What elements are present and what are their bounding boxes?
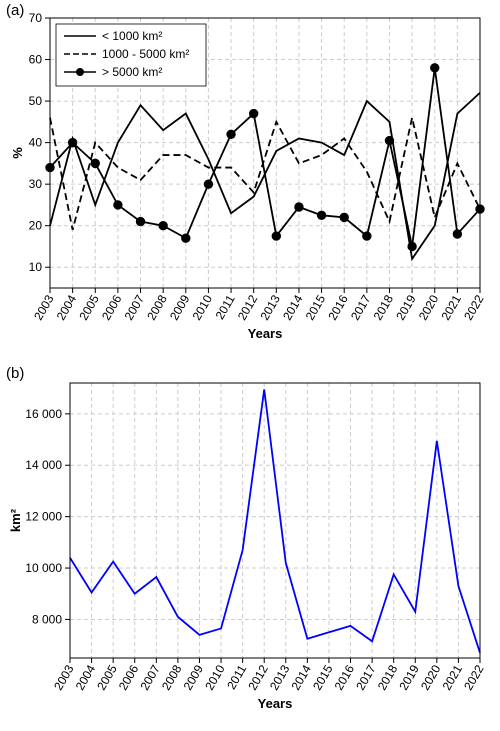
svg-text:2018: 2018 <box>371 292 397 322</box>
svg-text:2003: 2003 <box>31 292 57 322</box>
svg-text:10 000: 10 000 <box>25 561 62 575</box>
svg-text:2013: 2013 <box>267 662 293 692</box>
svg-text:2012: 2012 <box>235 292 261 322</box>
svg-text:2020: 2020 <box>416 292 442 322</box>
svg-text:60: 60 <box>29 53 43 67</box>
svg-text:2018: 2018 <box>375 662 401 692</box>
svg-text:2008: 2008 <box>159 662 185 692</box>
svg-text:Years: Years <box>258 696 293 711</box>
svg-text:14 000: 14 000 <box>25 458 62 472</box>
svg-text:30: 30 <box>29 177 43 191</box>
svg-text:2014: 2014 <box>288 662 314 692</box>
svg-text:2009: 2009 <box>181 662 207 692</box>
svg-text:2017: 2017 <box>348 292 374 322</box>
svg-text:2016: 2016 <box>325 292 351 322</box>
svg-text:20: 20 <box>29 219 43 233</box>
svg-text:2022: 2022 <box>461 662 487 692</box>
svg-text:2021: 2021 <box>438 292 464 322</box>
chart-a: 1020304050607020032004200520062007200820… <box>0 0 500 350</box>
svg-text:2006: 2006 <box>116 662 142 692</box>
chart-b: 8 00010 00012 00014 00016 00020032004200… <box>0 365 500 731</box>
svg-text:km²: km² <box>8 508 23 532</box>
svg-text:2008: 2008 <box>144 292 170 322</box>
svg-text:2007: 2007 <box>122 292 148 322</box>
svg-text:70: 70 <box>29 11 43 25</box>
svg-text:%: % <box>10 147 25 159</box>
svg-text:2011: 2011 <box>213 292 238 322</box>
svg-text:8 000: 8 000 <box>32 612 62 626</box>
svg-text:2014: 2014 <box>280 292 306 322</box>
svg-text:50: 50 <box>29 94 43 108</box>
svg-text:2017: 2017 <box>353 662 379 692</box>
svg-text:2005: 2005 <box>76 292 102 322</box>
svg-text:2010: 2010 <box>202 662 228 692</box>
svg-text:< 1000 km²: < 1000 km² <box>102 29 162 43</box>
svg-text:2012: 2012 <box>245 662 271 692</box>
svg-text:2019: 2019 <box>396 662 422 692</box>
svg-text:2006: 2006 <box>99 292 125 322</box>
svg-text:2010: 2010 <box>190 292 216 322</box>
svg-text:12 000: 12 000 <box>25 510 62 524</box>
svg-text:2015: 2015 <box>303 292 329 322</box>
svg-text:> 5000 km²: > 5000 km² <box>102 65 162 79</box>
svg-text:2004: 2004 <box>73 662 99 692</box>
svg-text:2007: 2007 <box>137 662 163 692</box>
svg-text:2004: 2004 <box>54 292 80 322</box>
svg-text:10: 10 <box>29 260 43 274</box>
svg-text:1000 - 5000 km²: 1000 - 5000 km² <box>102 47 189 61</box>
svg-text:2021: 2021 <box>440 662 466 692</box>
svg-text:2016: 2016 <box>332 662 358 692</box>
svg-text:2005: 2005 <box>94 662 120 692</box>
svg-text:2020: 2020 <box>418 662 444 692</box>
svg-text:2013: 2013 <box>257 292 283 322</box>
svg-text:2003: 2003 <box>51 662 77 692</box>
svg-text:2015: 2015 <box>310 662 336 692</box>
svg-text:16 000: 16 000 <box>25 407 62 421</box>
svg-text:Years: Years <box>248 326 283 341</box>
svg-text:2009: 2009 <box>167 292 193 322</box>
svg-text:2022: 2022 <box>461 292 487 322</box>
svg-text:2019: 2019 <box>393 292 419 322</box>
svg-text:2011: 2011 <box>224 662 249 692</box>
svg-text:40: 40 <box>29 136 43 150</box>
